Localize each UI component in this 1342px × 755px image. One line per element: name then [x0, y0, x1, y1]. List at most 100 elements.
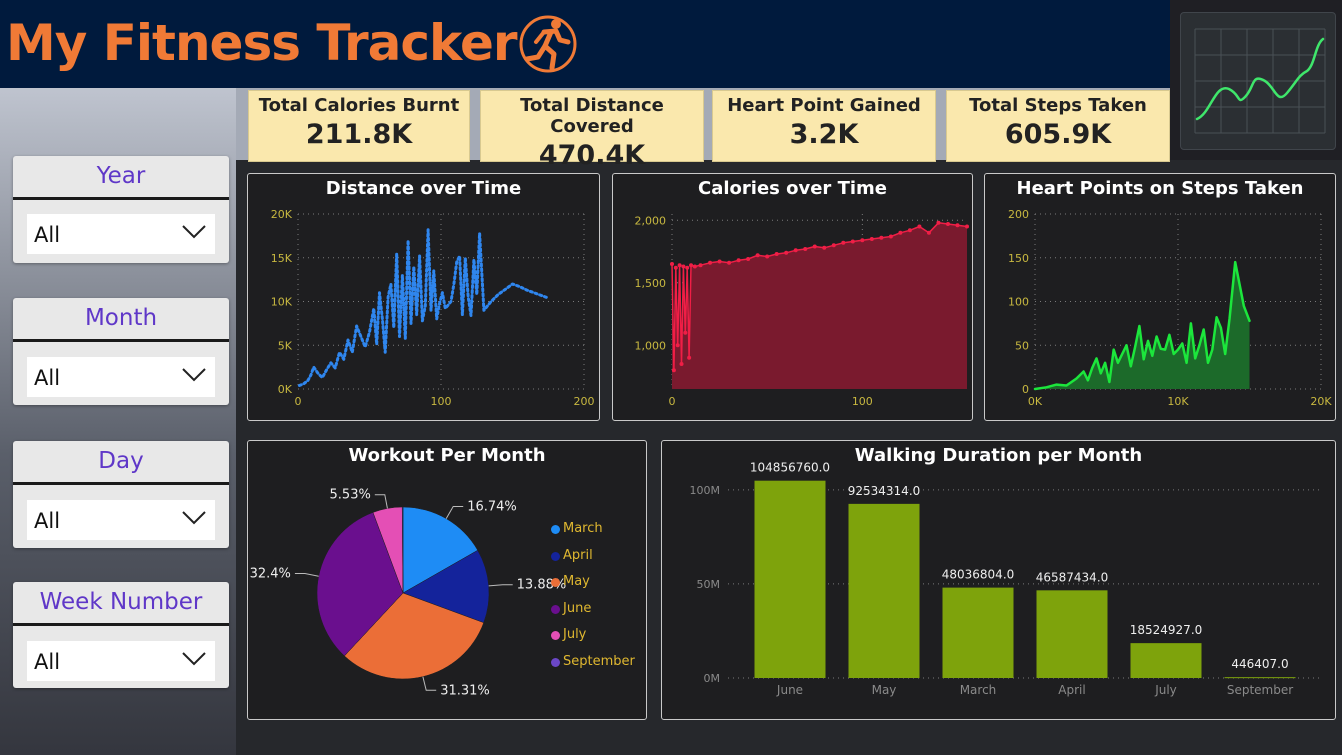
bar-june	[754, 480, 826, 678]
bar-data-label: 18524927.0	[1130, 623, 1203, 637]
leader-line	[445, 506, 464, 519]
kpi-label: Heart Point Gained	[727, 95, 921, 116]
series-line	[297, 228, 550, 387]
data-point	[673, 265, 678, 270]
legend-item-april[interactable]: April	[563, 547, 593, 563]
area-fill	[1035, 262, 1250, 389]
heart-points-on-steps-chart[interactable]: Heart Points on Steps Taken 0 50 100 150 200…	[984, 173, 1336, 421]
distance-chart-svg: 0K 5K 10K 15K 20K 0 100 200	[271, 208, 595, 408]
distance-over-time-chart[interactable]: Distance over Time 0K 5K 10K 15K 20K 0 100 200	[247, 173, 600, 421]
y-tick-label: 2,000	[635, 214, 667, 227]
pie-slice-may	[344, 592, 485, 680]
data-point	[708, 260, 713, 265]
kpi-value: 211.8K	[305, 119, 413, 150]
y-tick-label: 10K	[271, 296, 293, 309]
data-point	[917, 224, 922, 229]
data-point	[755, 253, 760, 258]
data-point	[692, 264, 697, 269]
chevron-down-icon	[182, 368, 206, 382]
y-tick-label: 0K	[278, 383, 293, 396]
pie-data-label: 32.4%	[250, 566, 291, 581]
y-tick-label: 50M	[697, 578, 721, 591]
data-point	[670, 262, 674, 266]
chart-title: Walking Duration per Month	[854, 445, 1143, 466]
leader-line	[422, 676, 437, 691]
y-tick-label: 100	[1008, 296, 1029, 309]
trend-line-icon	[1194, 28, 1326, 134]
y-tick-label: 200	[1008, 208, 1029, 221]
x-tick-label: 0	[295, 395, 302, 408]
month-dropdown[interactable]: All	[27, 357, 215, 397]
bar-chart-svg: 0M 50M 100M 104856760.0 June 92534314.0 May 480…	[690, 461, 1322, 697]
trend-logo	[1180, 12, 1336, 150]
data-point	[671, 368, 676, 373]
y-tick-label: 0	[1022, 383, 1029, 396]
chevron-down-icon	[182, 652, 206, 666]
x-tick-label: 100	[852, 395, 873, 408]
legend-marker	[551, 657, 560, 667]
bar-data-label: 46587434.0	[1036, 570, 1109, 584]
data-point	[822, 245, 827, 250]
y-tick-label: 0M	[704, 672, 721, 685]
data-point	[965, 224, 969, 229]
logo-panel	[1170, 0, 1342, 160]
y-tick-label: 50	[1015, 339, 1029, 352]
bar-data-label: 48036804.0	[942, 568, 1015, 582]
pie-slice-march	[402, 506, 479, 594]
chevron-down-icon	[182, 225, 206, 239]
leader-line	[374, 494, 388, 509]
data-point	[784, 250, 789, 255]
x-tick-label: 200	[574, 395, 595, 408]
data-point	[679, 362, 684, 366]
pie-slice-september	[401, 506, 404, 594]
kpi-label: Total Calories Burnt	[258, 95, 460, 116]
data-point	[936, 220, 941, 225]
legend-item-march[interactable]: March	[563, 521, 603, 536]
data-point	[812, 244, 817, 249]
day-dropdown-value: All	[34, 509, 61, 533]
leader-line	[488, 584, 513, 587]
bar-april	[1036, 590, 1108, 678]
workout-per-month-chart[interactable]: Workout Per Month 16.74% 13.88% 31.31% 32.4…	[247, 440, 647, 720]
legend-item-july[interactable]: July	[563, 627, 587, 642]
data-point	[727, 260, 732, 265]
kpi-card-heart-points: Heart Point Gained 3.2K	[712, 90, 936, 162]
calories-over-time-chart[interactable]: Calories over Time 1,000 1,500 2,000 0 100	[612, 173, 973, 421]
year-dropdown[interactable]: All	[27, 214, 215, 254]
chevron-down-icon	[182, 511, 206, 525]
y-tick-label: 15K	[271, 252, 293, 265]
data-point	[746, 257, 751, 261]
bar-july	[1130, 643, 1202, 678]
walking-duration-per-month-chart[interactable]: Walking Duration per Month 0M 50M 100M 1048…	[661, 440, 1336, 720]
x-tick-label: 20K	[1310, 395, 1332, 408]
x-tick-label: 0	[669, 395, 676, 408]
y-tick-label: 1,500	[635, 277, 667, 290]
kpi-card-calories: Total Calories Burnt 211.8K	[248, 90, 470, 162]
data-point	[677, 263, 682, 268]
data-point	[955, 223, 960, 228]
area-fill	[672, 222, 967, 389]
legend-item-may[interactable]: May	[563, 574, 590, 589]
legend-item-september[interactable]: September	[563, 653, 635, 669]
x-tick-label: 10K	[1167, 395, 1189, 408]
bar-data-label: 446407.0	[1231, 657, 1288, 671]
data-point	[926, 230, 931, 235]
x-tick-label: June	[776, 683, 803, 697]
week-number-dropdown[interactable]: All	[27, 641, 215, 681]
calories-chart-svg: 1,000 1,500 2,000 0 100	[635, 214, 969, 408]
legend-marker	[551, 604, 560, 614]
data-point	[683, 330, 688, 335]
week-number-slicer: Week Number All	[13, 582, 229, 688]
month-dropdown-value: All	[34, 366, 61, 390]
y-tick-label: 20K	[271, 208, 293, 221]
week-number-slicer-label: Week Number	[13, 582, 229, 626]
data-point	[945, 222, 950, 226]
data-point	[774, 252, 779, 256]
data-point	[685, 265, 690, 270]
data-point	[898, 230, 903, 235]
kpi-card-distance: Total Distance Covered 470.4K	[480, 90, 704, 171]
day-dropdown[interactable]: All	[27, 500, 215, 540]
data-point	[793, 248, 798, 253]
data-point	[907, 228, 912, 233]
legend-item-june[interactable]: June	[563, 600, 592, 616]
